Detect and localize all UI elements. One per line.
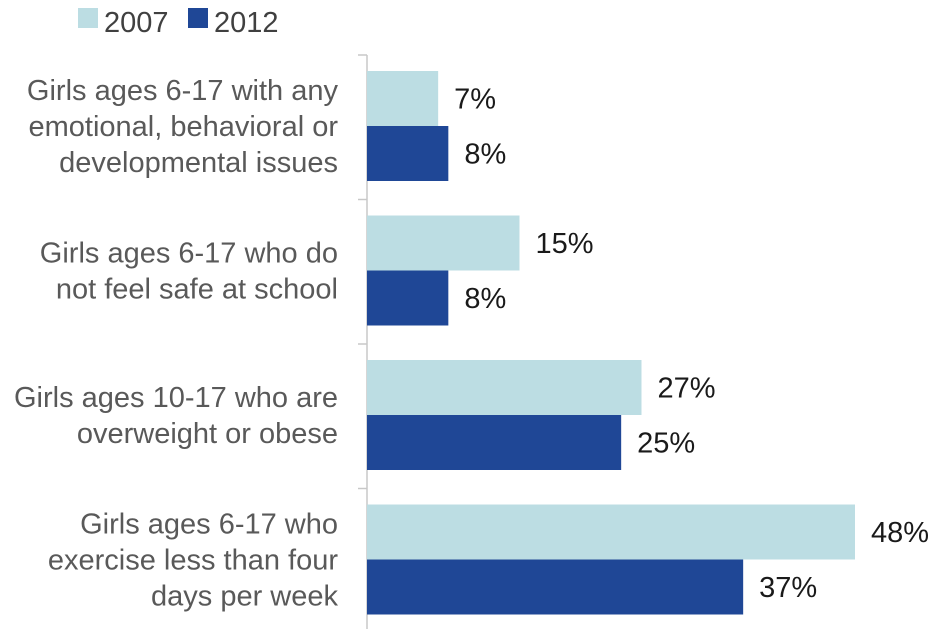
category-label-2: Girls ages 6-17 who do not feel safe at s…	[40, 238, 338, 306]
category-label-line: exercise less than four	[48, 545, 338, 577]
legend-swatch-2007	[78, 8, 98, 28]
bar-2012-2	[367, 270, 449, 326]
category-label-line: Girls ages 6-17 who do	[40, 238, 338, 270]
category-labels: Girls ages 6-17 with any emotional, behav…	[14, 75, 338, 613]
category-label-line: not feel safe at school	[56, 274, 338, 306]
bar-2007-1	[367, 71, 439, 126]
category-label-1: Girls ages 6-17 with any emotional, behav…	[27, 75, 339, 179]
bar-2007-4	[367, 504, 855, 560]
bars: 7% 8% 15% 8% 27% 25% 48% 37%	[367, 71, 929, 615]
value-label-2012-4: 37%	[759, 572, 817, 604]
category-label-3: Girls ages 10-17 who are overweight or ob…	[14, 382, 338, 450]
category-label-line: Girls ages 6-17 with any	[27, 75, 339, 107]
value-label-2007-3: 27%	[658, 373, 716, 405]
legend-swatch-2012	[188, 8, 208, 28]
value-label-2012-1: 8%	[464, 139, 506, 171]
bar-2007-3	[367, 360, 642, 415]
bar-2012-4	[367, 559, 744, 615]
category-label-line: Girls ages 10-17 who are	[14, 382, 338, 414]
legend: 2007 2012	[78, 7, 279, 39]
category-label-line: days per week	[151, 581, 338, 613]
value-label-2012-2: 8%	[464, 283, 506, 315]
category-label-line: overweight or obese	[77, 418, 338, 450]
value-label-2012-3: 25%	[637, 428, 695, 460]
y-axis	[358, 54, 368, 629]
legend-label-2012: 2012	[214, 7, 279, 39]
value-label-2007-2: 15%	[536, 228, 594, 260]
category-label-4: Girls ages 6-17 who exercise less than fo…	[48, 509, 339, 613]
bar-2012-3	[367, 415, 622, 470]
category-label-line: developmental issues	[59, 147, 338, 179]
value-label-2007-1: 7%	[454, 84, 496, 116]
bar-2012-1	[367, 126, 449, 181]
legend-label-2007: 2007	[104, 7, 169, 39]
bar-2007-2	[367, 215, 520, 271]
category-label-line: Girls ages 6-17 who	[80, 509, 338, 541]
category-label-line: emotional, behavioral or	[28, 111, 338, 143]
value-label-2007-4: 48%	[871, 517, 929, 549]
